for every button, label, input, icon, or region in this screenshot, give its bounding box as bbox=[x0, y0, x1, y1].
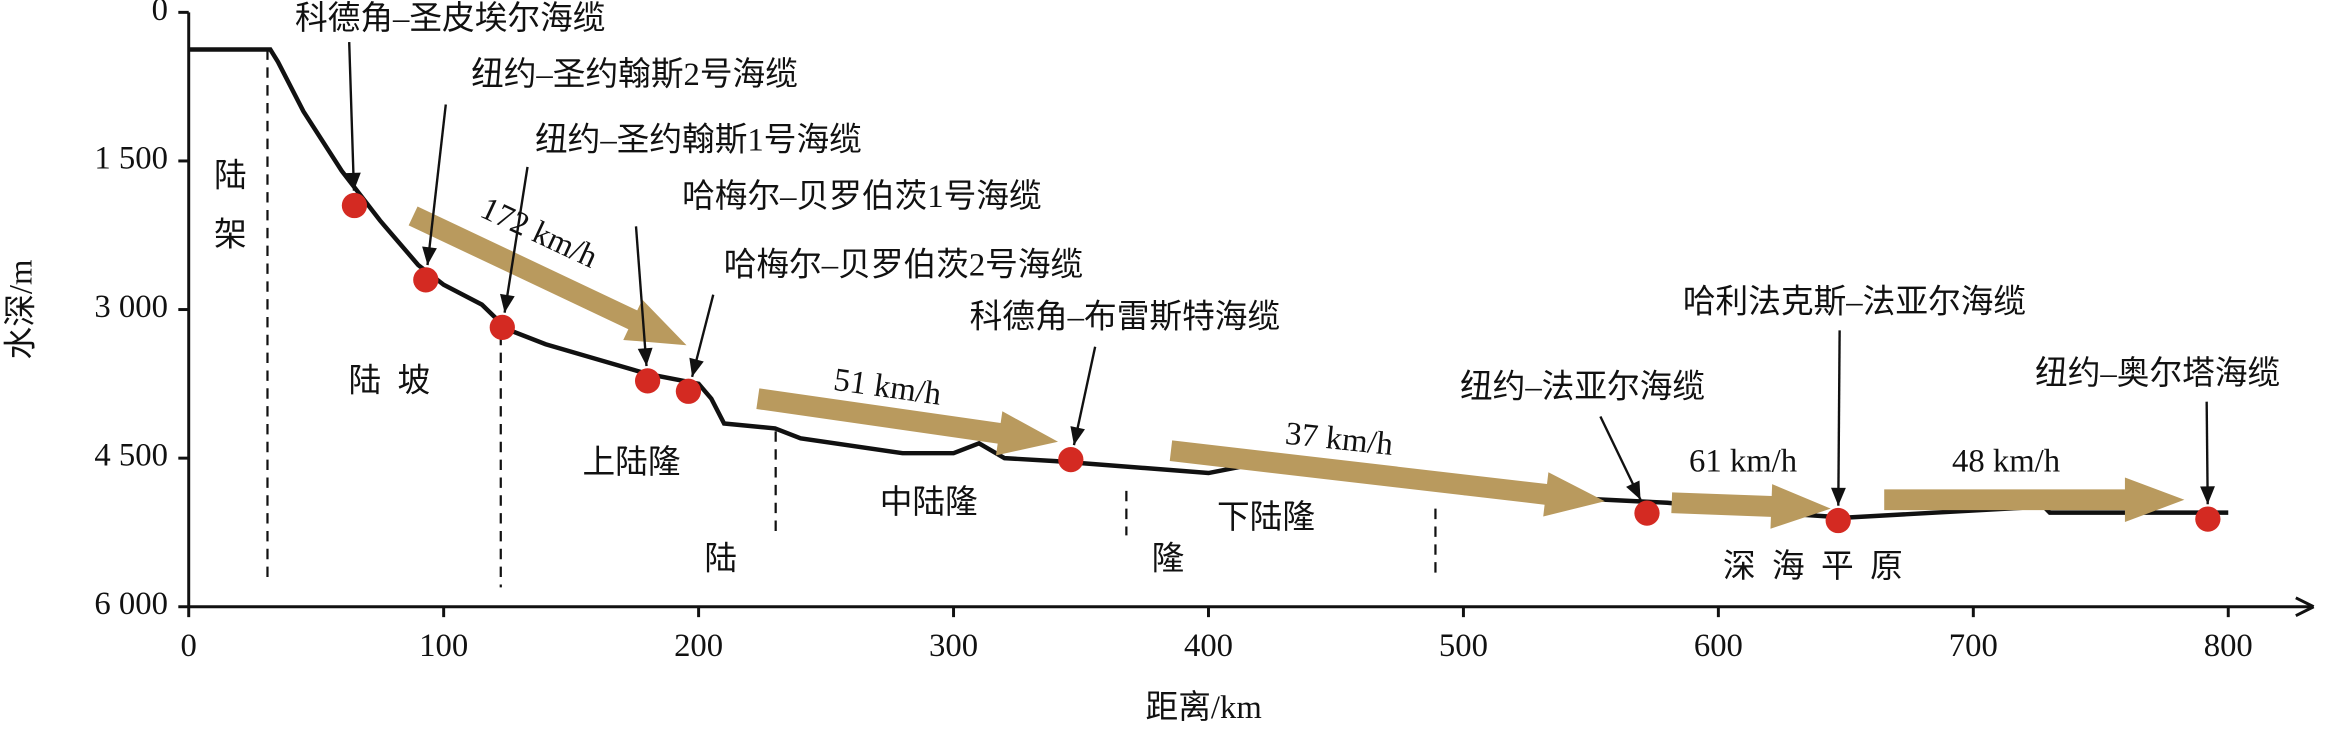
callout-line bbox=[634, 226, 648, 367]
cable-point bbox=[1634, 500, 1660, 526]
cable-label: 纽约–圣约翰斯2号海缆 bbox=[471, 56, 798, 93]
region-label: 下陆隆 bbox=[1217, 499, 1315, 536]
cable-point bbox=[675, 378, 702, 404]
callout-arrowhead bbox=[1831, 487, 1846, 506]
x-axis-arrow bbox=[2295, 596, 2315, 617]
x-tick-label: 400 bbox=[1184, 628, 1233, 664]
y-tick-label: 3 000 bbox=[94, 289, 168, 325]
cable-label: 哈利法克斯–法亚尔海缆 bbox=[1683, 284, 2026, 321]
cable-label: 哈梅尔–贝罗伯茨1号海缆 bbox=[682, 178, 1042, 215]
cable-label: 哈梅尔–贝罗伯茨2号海缆 bbox=[724, 246, 1084, 283]
cable-point bbox=[2195, 506, 2221, 532]
speed-arrow bbox=[408, 206, 687, 346]
callout-arrowhead bbox=[2200, 486, 2215, 505]
callout-arrowhead bbox=[345, 172, 361, 191]
region-label: 陆 bbox=[214, 157, 247, 194]
y-tick-label: 1 500 bbox=[94, 140, 168, 176]
callout-line bbox=[1837, 330, 1841, 506]
region-label: 陆 坡 bbox=[348, 362, 430, 399]
speed-arrow bbox=[756, 388, 1059, 456]
region-label: 上陆隆 bbox=[583, 444, 681, 481]
y-tick-label: 6 000 bbox=[94, 586, 168, 622]
x-tick-label: 300 bbox=[929, 628, 978, 664]
x-axis-label: 距离/km bbox=[1146, 689, 1262, 726]
x-tick-label: 700 bbox=[1949, 628, 1998, 664]
x-tick-label: 0 bbox=[181, 628, 197, 664]
x-tick-label: 200 bbox=[674, 628, 723, 664]
x-tick-label: 600 bbox=[1694, 628, 1743, 664]
callout-arrowhead bbox=[637, 347, 653, 367]
y-tick-label: 4 500 bbox=[94, 438, 168, 474]
y-axis-label: 水深/m bbox=[2, 260, 39, 360]
region-label: 中陆隆 bbox=[880, 484, 978, 521]
y-tick-label: 0 bbox=[152, 0, 168, 28]
callout-line bbox=[503, 166, 529, 313]
x-tick-label: 800 bbox=[2204, 628, 2253, 664]
speed-arrow bbox=[1671, 484, 1831, 529]
cable-point bbox=[413, 267, 439, 293]
cable-label: 科德角–圣皮埃尔海缆 bbox=[295, 0, 606, 37]
cable-label: 纽约–法亚尔海缆 bbox=[1460, 368, 1705, 405]
cable-point bbox=[489, 314, 515, 341]
speed-arrow bbox=[1169, 440, 1605, 517]
region-label: 陆 bbox=[704, 541, 737, 578]
speed-label: 48 km/h bbox=[1952, 444, 2060, 480]
speed-label: 61 km/h bbox=[1689, 444, 1797, 480]
cable-label: 纽约–奥尔塔海缆 bbox=[2035, 355, 2280, 392]
callout-arrowhead bbox=[689, 357, 704, 377]
cable-label: 纽约–圣约翰斯1号海缆 bbox=[535, 122, 862, 159]
region-label: 深 海 平 原 bbox=[1723, 548, 1903, 585]
callout-arrowhead bbox=[1626, 480, 1641, 500]
cable-point bbox=[341, 192, 368, 219]
region-label: 架 bbox=[214, 218, 247, 254]
callout-arrowhead bbox=[1070, 426, 1085, 446]
cable-point bbox=[1058, 446, 1084, 473]
cable-point bbox=[1825, 507, 1851, 534]
cable-label: 科德角–布雷斯特海缆 bbox=[970, 298, 1281, 335]
cable-point bbox=[634, 368, 661, 394]
callout-line bbox=[426, 104, 447, 266]
speed-arrow bbox=[1884, 477, 2185, 523]
callout-arrowhead bbox=[422, 246, 437, 266]
callout-line bbox=[348, 42, 356, 191]
x-tick-label: 500 bbox=[1439, 628, 1488, 664]
callout-arrowhead bbox=[500, 293, 515, 313]
x-tick-label: 100 bbox=[419, 628, 468, 664]
region-label: 隆 bbox=[1152, 541, 1185, 578]
